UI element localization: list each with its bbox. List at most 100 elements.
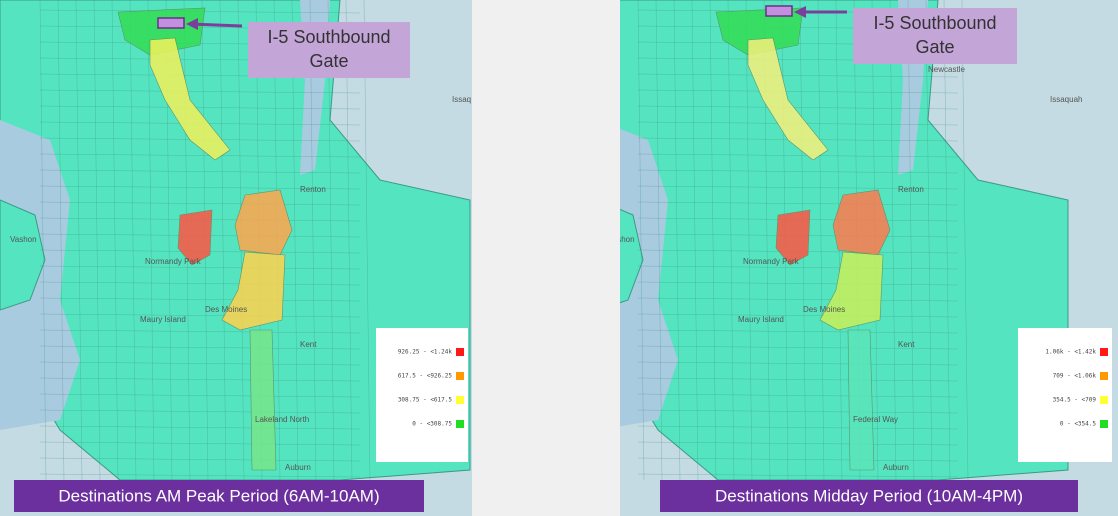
tract-line [637, 457, 959, 462]
tract-line [291, 0, 299, 481]
legend-label: 0 - <308.75 [412, 421, 452, 428]
place-label: Auburn [883, 463, 909, 472]
tract-line [309, 0, 317, 481]
tract-line [673, 0, 681, 481]
tract-line [129, 0, 137, 481]
legend-label: 308.75 - <617.5 [398, 397, 453, 404]
tract-line [39, 185, 361, 190]
place-label: Normandy Park [743, 257, 800, 266]
water [0, 120, 80, 430]
tract-line [637, 169, 959, 174]
place-label: Vashon [620, 235, 635, 244]
tract-line [637, 313, 959, 318]
legend-swatch [1100, 348, 1108, 356]
tract-line [943, 0, 951, 481]
tract-line [39, 265, 361, 270]
zone [775, 209, 811, 266]
legend-swatch [1100, 372, 1108, 380]
callout-box [853, 8, 1017, 64]
arrow-head [794, 6, 806, 18]
tract-line [961, 0, 969, 481]
callout-box [248, 22, 410, 78]
tract-line [637, 105, 959, 110]
tract-line [75, 0, 83, 481]
place-label: Issaquah [1050, 95, 1082, 104]
tract-line [39, 393, 361, 398]
tract-line [637, 265, 959, 270]
tract-line [925, 0, 933, 481]
tract-line [39, 281, 361, 286]
tract-line [345, 0, 353, 481]
legend-box [1018, 328, 1112, 462]
tract-line [39, 457, 361, 462]
tract-line [39, 0, 47, 481]
place-label: Maury Island [738, 315, 784, 324]
arrow [189, 22, 243, 28]
legend-label: 0 - <354.5 [1060, 421, 1097, 428]
tract-line [637, 73, 959, 78]
tract-line [727, 0, 735, 481]
zone [177, 209, 213, 266]
place-label: Auburn [285, 463, 311, 472]
tract-line [39, 329, 361, 334]
tract-line [637, 329, 959, 334]
tract-line [39, 105, 361, 110]
zone [847, 329, 875, 471]
tract-line [219, 0, 227, 481]
tract-line [655, 0, 663, 481]
callout-text: I-5 Southbound [267, 27, 390, 47]
arrow-head [186, 18, 198, 30]
tract-line [637, 281, 959, 286]
caption-bar [14, 480, 424, 512]
tract-line [637, 201, 959, 206]
legend-swatch [456, 348, 464, 356]
tract-line [637, 297, 959, 302]
tract-line [39, 473, 361, 478]
legend-label: 617.5 - <926.25 [398, 373, 453, 380]
gate-marker [765, 5, 793, 17]
zone [747, 37, 829, 161]
tract-line [39, 441, 361, 446]
tract-line [111, 0, 119, 481]
place-label: Maury Island [140, 315, 186, 324]
island [620, 208, 644, 304]
place-label: Issaq [452, 95, 471, 104]
tract-line [39, 425, 361, 430]
tract-line [39, 313, 361, 318]
tract-line [39, 201, 361, 206]
tract-line [637, 425, 959, 430]
place-label: Renton [300, 185, 326, 194]
place-label: Normandy Park [145, 257, 202, 266]
tract-line [57, 0, 65, 481]
tract-line [889, 0, 897, 481]
place-label: Newcastle [928, 65, 965, 74]
tract-line [637, 441, 959, 446]
tract-line [147, 0, 155, 481]
legend-label: 709 - <1.06k [1053, 373, 1097, 380]
tract-line [637, 473, 959, 478]
place-label: Lakeland North [255, 415, 309, 424]
legend-swatch [456, 420, 464, 428]
tract-line [745, 0, 753, 481]
legend-swatch [456, 396, 464, 404]
tract-line [637, 153, 959, 158]
legend-label: 354.5 - <709 [1053, 397, 1097, 404]
place-label: Kent [898, 340, 915, 349]
legend-swatch [1100, 396, 1108, 404]
tract-line [637, 0, 645, 481]
legend-label: 926.25 - <1.24k [398, 349, 453, 356]
callout-text: I-5 Southbound [873, 13, 996, 33]
place-label: Vashon [10, 235, 37, 244]
caption-bar [660, 480, 1078, 512]
tract-line [907, 0, 915, 481]
tract-line [39, 409, 361, 414]
place-label: Renton [898, 185, 924, 194]
tract-line [637, 409, 959, 414]
place-label: Des Moines [803, 305, 845, 314]
tract-line [637, 393, 959, 398]
tract-line [817, 0, 825, 481]
tract-line [39, 169, 361, 174]
tract-line [39, 377, 361, 382]
tract-line [93, 0, 101, 481]
